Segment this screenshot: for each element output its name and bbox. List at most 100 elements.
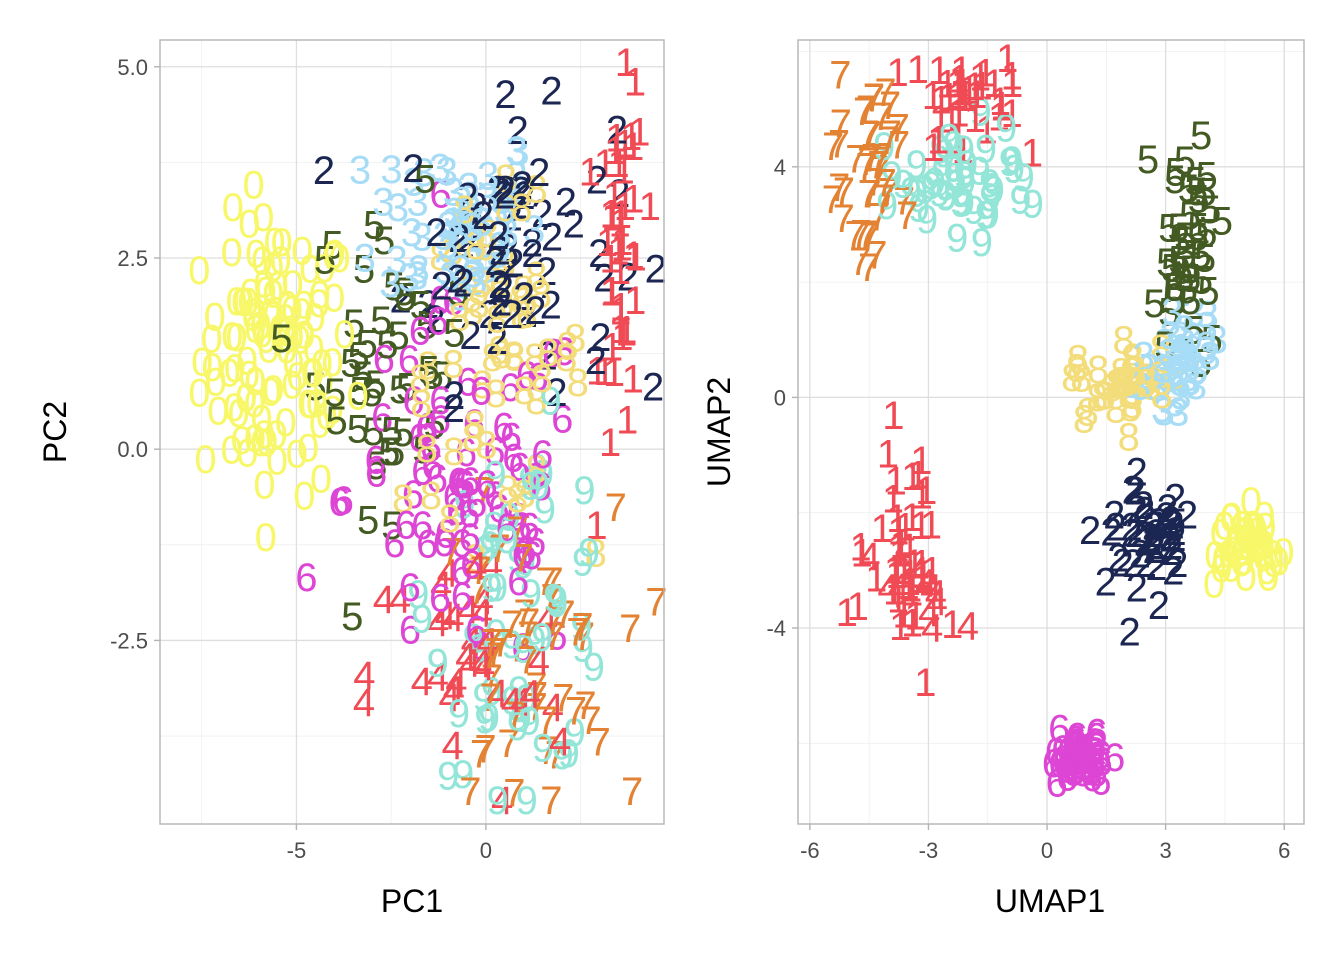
pca-point-cluster-6: 6 [518, 506, 540, 550]
umap-point-cluster-7: 7 [856, 88, 878, 132]
umap-point-cluster-7: 7 [858, 246, 880, 290]
pca-point-cluster-9: 9 [448, 692, 470, 736]
pca-point-cluster-7: 7 [579, 699, 601, 743]
umap-point-cluster-5: 5 [1163, 266, 1185, 310]
pca-point-cluster-0: 0 [225, 280, 247, 324]
umap-point-cluster-7: 7 [872, 95, 894, 139]
umap-point-cluster-1: 1 [940, 97, 962, 141]
umap-point-cluster-7: 7 [858, 173, 880, 217]
pca-point-cluster-9: 9 [518, 460, 540, 504]
umap-point-cluster-1: 1 [988, 95, 1010, 139]
umap-point-cluster-0: 0 [1222, 530, 1244, 574]
pca-point-cluster-0: 0 [253, 464, 275, 508]
pca-point-cluster-2: 2 [486, 319, 508, 363]
umap-point-cluster-1: 1 [1021, 132, 1043, 176]
umap-point-cluster-7: 7 [873, 177, 895, 221]
pca-point-cluster-8: 8 [464, 403, 486, 447]
pca-point-cluster-9: 9 [513, 628, 535, 672]
umap-point-cluster-5: 5 [1172, 256, 1194, 300]
umap-x-tick-label: 3 [1160, 838, 1172, 863]
pca-point-cluster-0: 0 [242, 295, 264, 339]
pca-point-cluster-9: 9 [472, 676, 494, 720]
pca-point-cluster-5: 5 [387, 314, 409, 358]
umap-point-cluster-2: 2 [1142, 504, 1164, 548]
umap-point-cluster-6: 6 [1058, 744, 1080, 788]
pca-point-cluster-2: 2 [459, 314, 481, 358]
umap-point-cluster-9: 9 [900, 170, 922, 214]
umap-panel: 1625864061113121811226686301232611435900… [701, 37, 1305, 919]
pca-point-cluster-6: 6 [383, 522, 405, 566]
pca-point-cluster-6: 6 [508, 445, 530, 489]
umap-point-cluster-0: 0 [1254, 505, 1276, 549]
umap-point-cluster-5: 5 [1143, 282, 1165, 326]
pca-point-cluster-9: 9 [452, 753, 474, 797]
umap-point-cluster-1: 1 [885, 553, 907, 597]
pca-point-cluster-7: 7 [518, 601, 540, 645]
pca-point-cluster-8: 8 [585, 531, 607, 575]
pca-point-cluster-8: 8 [465, 224, 487, 268]
umap-point-cluster-3: 3 [1163, 381, 1185, 425]
pca-point-cluster-6: 6 [450, 462, 472, 506]
pca-point-cluster-9: 9 [468, 627, 490, 671]
umap-point-cluster-5: 5 [1187, 178, 1209, 222]
pca-point-cluster-2: 2 [507, 109, 529, 153]
pca-point-cluster-7: 7 [484, 630, 506, 674]
pca-point-cluster-0: 0 [221, 231, 243, 275]
umap-point-cluster-1: 1 [914, 661, 936, 705]
umap-point-cluster-1: 1 [920, 503, 942, 547]
umap-point-cluster-9: 9 [876, 184, 898, 228]
pca-point-cluster-7: 7 [473, 469, 495, 513]
pca-point-cluster-2: 2 [417, 283, 439, 327]
pca-point-cluster-2: 2 [540, 283, 562, 327]
umap-point-cluster-3: 3 [1185, 364, 1207, 408]
pca-point-cluster-0: 0 [245, 232, 267, 276]
pca-point-cluster-2: 2 [588, 232, 610, 276]
pca-point-cluster-7: 7 [544, 600, 566, 644]
umap-point-cluster-3: 3 [1197, 294, 1219, 338]
pca-point-cluster-3: 3 [499, 173, 521, 217]
pca-point-cluster-8: 8 [516, 293, 538, 337]
umap-x-ticks: -6 -3 0 3 6 [800, 824, 1290, 863]
umap-point-cluster-9: 9 [920, 164, 942, 208]
pca-point-cluster-4: 4 [427, 601, 449, 645]
pca-point-cluster-2: 2 [528, 151, 550, 195]
pca-point-cluster-4: 4 [486, 672, 508, 716]
umap-point-cluster-5: 5 [1137, 138, 1159, 182]
pca-point-cluster-5: 5 [383, 265, 405, 309]
pca-point-cluster-2: 2 [489, 230, 511, 274]
umap-point-cluster-1: 1 [996, 37, 1018, 81]
pca-point-cluster-0: 0 [302, 351, 324, 395]
pca-point-cluster-1: 1 [596, 221, 618, 265]
umap-point-cluster-1: 1 [950, 49, 972, 93]
pca-point-cluster-4: 4 [473, 645, 495, 689]
pca-point-cluster-0: 0 [200, 318, 222, 362]
pca-point-cluster-2: 2 [511, 164, 533, 208]
pca-point-cluster-0: 0 [235, 377, 257, 421]
pca-point-cluster-7: 7 [503, 771, 525, 815]
pca-point-cluster-9: 9 [546, 579, 568, 623]
pca-point-cluster-4: 4 [434, 594, 456, 638]
pca-point-cluster-9: 9 [534, 488, 556, 532]
pca-point-cluster-0: 0 [244, 382, 266, 426]
pca-point-cluster-8: 8 [556, 324, 578, 368]
pca-point-cluster-1: 1 [613, 123, 635, 167]
umap-point-cluster-6: 6 [1089, 759, 1111, 803]
pca-point-cluster-5: 5 [361, 371, 383, 415]
umap-point-cluster-0: 0 [1233, 540, 1255, 584]
pca-point-cluster-2: 2 [486, 169, 508, 213]
pca-point-cluster-8: 8 [477, 212, 499, 256]
pca-point-cluster-7: 7 [574, 684, 596, 728]
umap-point-cluster-0: 0 [1257, 556, 1279, 600]
umap-point-cluster-1: 1 [889, 605, 911, 649]
pca-point-cluster-2: 2 [541, 216, 563, 260]
umap-point-cluster-3: 3 [1151, 387, 1173, 431]
pca-point-cluster-8: 8 [420, 474, 442, 518]
pca-point-cluster-7: 7 [535, 560, 557, 604]
pca-point-cluster-4: 4 [471, 591, 493, 635]
pca-point-cluster-0: 0 [286, 355, 308, 399]
umap-point-cluster-2: 2 [1107, 536, 1129, 580]
pca-point-cluster-2: 2 [467, 213, 489, 257]
pca-point-cluster-4: 4 [427, 656, 449, 700]
pca-point-cluster-9: 9 [485, 612, 507, 656]
pca-point-cluster-5: 5 [447, 270, 469, 314]
